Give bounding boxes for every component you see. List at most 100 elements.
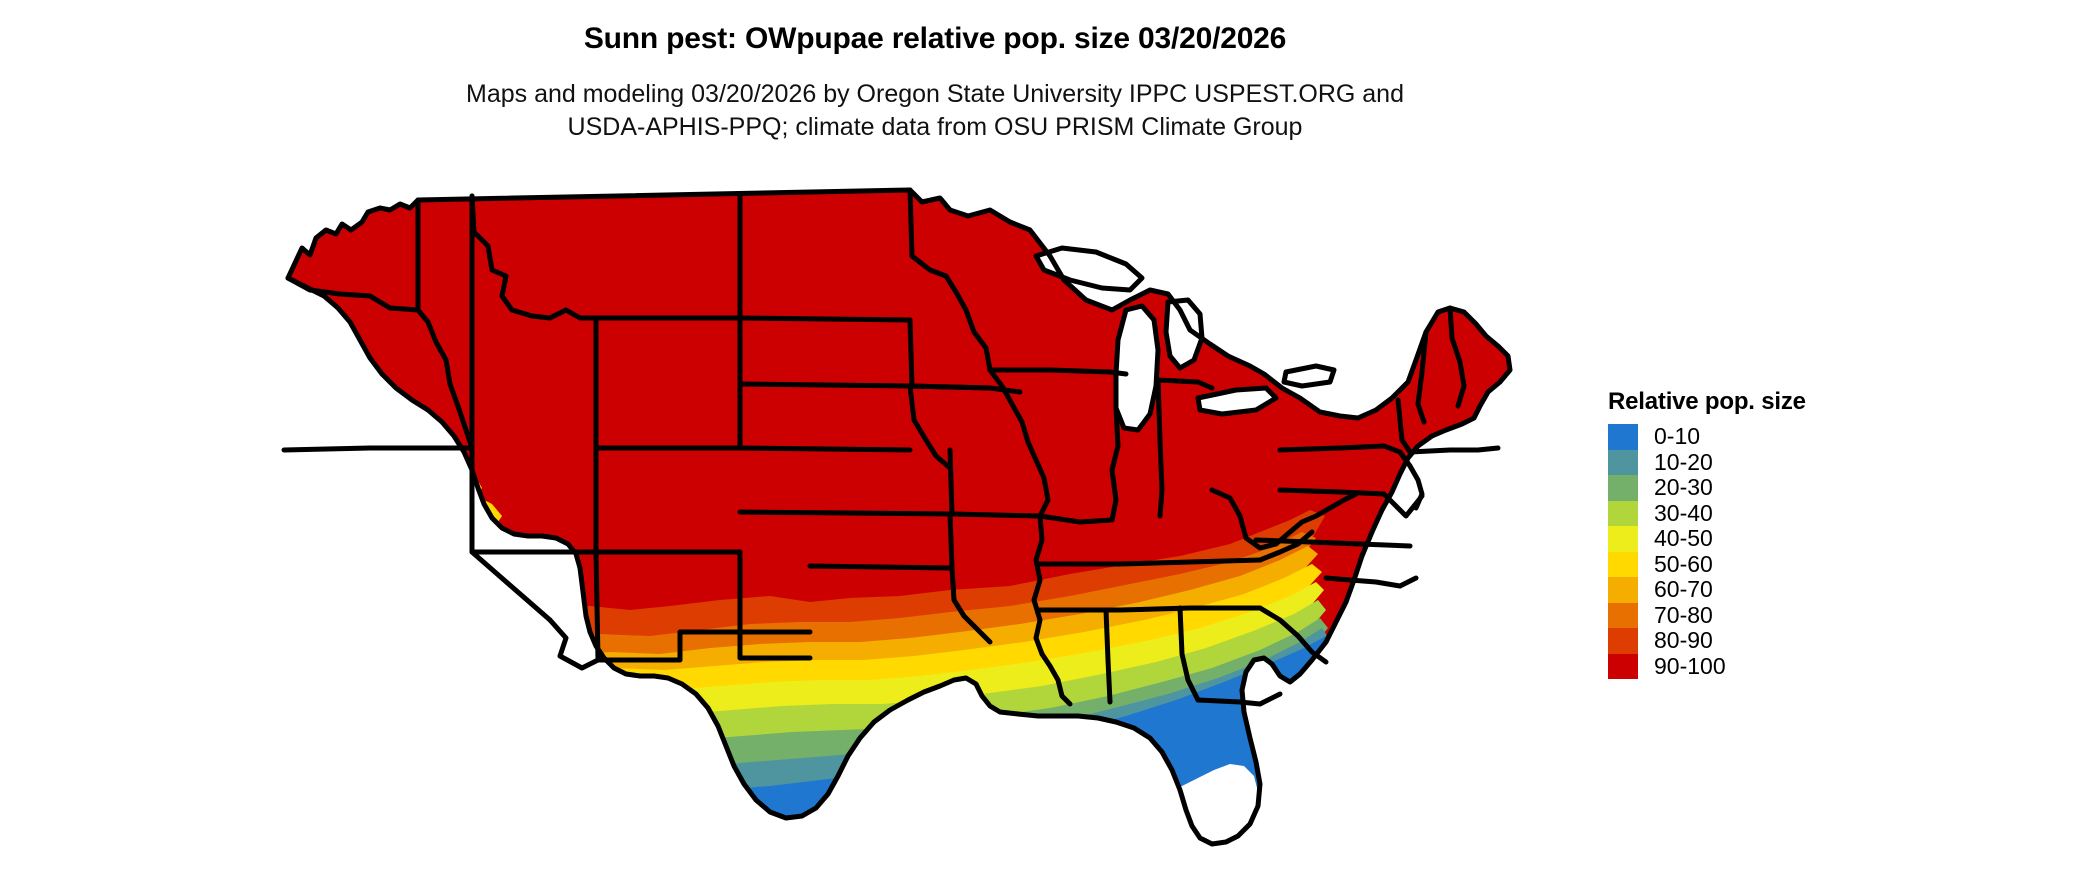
choropleth-map <box>250 160 1590 880</box>
legend-color-swatch <box>1608 475 1638 501</box>
raster-band-30-40 <box>542 600 1326 772</box>
raster-band-20-30 <box>550 618 1328 788</box>
conus-outline <box>285 187 1513 847</box>
legend-item-label: 50-60 <box>1654 550 1713 577</box>
border-ny-vt-nh <box>1395 397 1413 455</box>
border-al-ga <box>1177 605 1201 703</box>
lake-erie-outline <box>1195 385 1279 417</box>
pacific-ocean <box>250 460 310 646</box>
legend-item-label: 70-80 <box>1654 601 1713 628</box>
border-de <box>1411 493 1425 509</box>
legend-item: 80-90 <box>1608 627 1938 654</box>
lake-superior <box>1036 248 1142 290</box>
legend-item-label: 60-70 <box>1654 576 1713 602</box>
border-ar-la <box>949 565 993 645</box>
border-ma-ct-ri <box>1407 445 1501 455</box>
us-map-svg <box>250 187 1590 880</box>
border-wa-or <box>285 275 421 313</box>
border-ne-ks <box>737 445 913 453</box>
atlantic-ocean <box>1348 658 1590 880</box>
border-nh-me <box>1447 305 1467 409</box>
border-in-oh <box>1155 377 1165 519</box>
border-la-ms <box>1039 651 1073 707</box>
border-ok-ar <box>947 511 955 571</box>
border-ny-pa <box>1277 443 1403 455</box>
border-ms-al <box>1103 607 1113 705</box>
legend-item: 0-10 <box>1608 423 1938 450</box>
legend-item: 50-60 <box>1608 550 1938 577</box>
gulf-of-mexico <box>950 764 1258 880</box>
border-sc-nc-e <box>1397 575 1419 589</box>
water-bodies <box>250 248 1590 880</box>
legend-item: 10-20 <box>1608 448 1938 475</box>
border-ga-sc <box>1257 605 1329 665</box>
border-az-nm <box>593 549 601 663</box>
legend-item: 90-100 <box>1608 652 1938 679</box>
legend-item-label: 10-20 <box>1654 448 1713 475</box>
border-oh-pa-wv <box>1209 487 1249 541</box>
border-ne-ia <box>907 383 953 471</box>
border-nc-sc <box>1323 575 1403 589</box>
legend-item: 60-70 <box>1608 576 1938 603</box>
legend-item-label: 30-40 <box>1654 499 1713 526</box>
legend-item-label: 40-50 <box>1654 525 1713 551</box>
border-sd-ne <box>737 381 913 389</box>
subtitle-line-2: USDA-APHIS-PPQ; climate data from OSU PR… <box>567 113 1303 141</box>
border-wv-va <box>1243 491 1359 551</box>
lake-ontario-outline <box>1281 363 1337 389</box>
border-vt-nh <box>1415 329 1429 425</box>
border-pa-md <box>1277 487 1387 497</box>
legend-color-swatch <box>1608 653 1638 679</box>
border-az-ca <box>547 617 601 671</box>
border-ky-tn <box>1037 557 1263 567</box>
border-ky-va <box>1257 529 1315 563</box>
border-tn-ms-al <box>1037 605 1263 613</box>
border-ar-ms <box>1031 513 1045 657</box>
border-az-mx <box>595 629 745 663</box>
lake-huron-outline <box>1163 297 1205 371</box>
legend-color-swatch <box>1608 449 1638 475</box>
legend-color-swatch <box>1608 551 1638 577</box>
legend-item-label: 20-30 <box>1654 474 1713 500</box>
border-ks-mo <box>947 447 955 517</box>
legend-item: 70-80 <box>1608 601 1938 628</box>
legend-color-swatch <box>1608 628 1638 654</box>
legend-color-swatch <box>1608 577 1638 603</box>
border-or-ca-nv <box>281 445 475 453</box>
legend-color-swatch <box>1608 526 1638 552</box>
border-ga-fl <box>1195 691 1283 707</box>
page-subtitle: Maps and modeling 03/20/2026 by Oregon S… <box>0 78 1870 144</box>
lake-michigan <box>1116 306 1158 430</box>
border-mn-ia <box>907 383 993 391</box>
legend-color-swatch <box>1608 602 1638 628</box>
border-md-va <box>1381 491 1417 519</box>
legend-item-label: 90-100 <box>1654 652 1726 679</box>
border-ok-tx <box>807 563 953 571</box>
state-boundaries <box>281 187 1513 847</box>
border-nd-sd <box>737 315 913 323</box>
lake-michigan-outline <box>1113 303 1161 433</box>
legend-color-swatch <box>1608 500 1638 526</box>
border-ks-ok <box>737 509 953 517</box>
legend-item: 40-50 <box>1608 525 1938 552</box>
border-wi-il <box>987 367 1129 377</box>
border-mi-oh <box>1155 377 1215 391</box>
lake-superior-outline <box>1033 245 1145 293</box>
subtitle-line-1: Maps and modeling 03/20/2026 by Oregon S… <box>466 80 1404 108</box>
border-il-in <box>1109 405 1121 523</box>
legend-items: 0-10 10-20 20-30 30-40 40-50 50-60 60-70 70-80 8… <box>1608 423 1938 679</box>
border-il-ky <box>1037 513 1115 525</box>
legend-item-label: 0-10 <box>1654 423 1701 449</box>
border-or-id <box>415 307 475 451</box>
legend-item: 30-40 <box>1608 499 1938 526</box>
border-nm-tx <box>737 549 813 661</box>
legend-color-swatch <box>1608 424 1638 450</box>
border-mn-wi <box>907 187 993 373</box>
border-mo-ar <box>949 511 1043 519</box>
page-title: Sunn pest: OWpupae relative pop. size 03… <box>583 22 1287 55</box>
legend-title: Relative pop. size <box>1608 388 1806 415</box>
legend-item: 20-30 <box>1608 474 1938 501</box>
border-sd-nd-e <box>907 317 915 389</box>
legend-item-label: 80-90 <box>1654 627 1713 653</box>
